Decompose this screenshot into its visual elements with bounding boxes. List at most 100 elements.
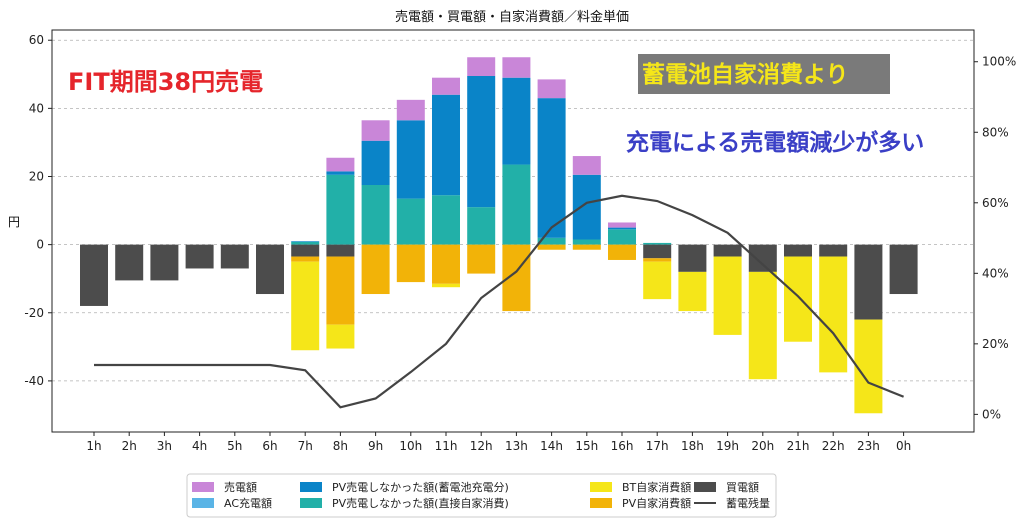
chart-title: 売電額・買電額・自家消費額／料金単価 <box>395 9 629 25</box>
legend: 売電額 AC充電額 PV売電しなかった額(蓄電池充電分) PV売電しなかった額(直接自… <box>186 473 777 518</box>
battery-line <box>94 194 905 409</box>
y2-tick-label: 0% <box>982 407 1001 421</box>
x-tick-label: 12h <box>470 439 493 453</box>
x-tick-label: 6h <box>262 439 277 453</box>
bar-6-19h <box>713 256 742 335</box>
x-tick-label: 8h <box>333 439 348 453</box>
x-tick-label: 13h <box>505 439 528 453</box>
x-tick-label: 7h <box>298 439 313 453</box>
bar-4-20h <box>748 244 777 272</box>
bar-4-6h <box>256 244 284 295</box>
bar-4-17h <box>643 244 672 259</box>
bar-4-18h <box>678 244 707 272</box>
bar-5-16h <box>608 244 636 260</box>
bar-0-8h <box>326 174 355 245</box>
x-tick-label: 16h <box>611 439 634 453</box>
bar-6-21h <box>784 256 812 342</box>
bar-1-8h <box>326 171 355 175</box>
bar-3-11h <box>432 77 460 95</box>
y2-tick-label: 40% <box>982 266 1009 280</box>
legend-frame <box>186 473 777 518</box>
annotation-fit: FIT期間38円売電 <box>68 68 263 96</box>
annotation-battery: 蓄電池自家消費より <box>642 61 849 88</box>
legend-swatch <box>300 482 322 492</box>
bar-4-5h <box>220 244 249 269</box>
legend-swatch <box>192 482 214 492</box>
bar-5-15h <box>572 244 601 250</box>
x-tick-label: 17h <box>646 439 669 453</box>
y2-tick-label: 20% <box>982 337 1009 351</box>
y2-tick-label: 100% <box>982 55 1016 69</box>
annotation-charge: 充電による売電額減少が多い <box>626 129 924 156</box>
bar-5-7h <box>291 256 320 262</box>
legend-swatch <box>590 498 612 508</box>
bar-0-15h <box>572 239 601 245</box>
legend-swatch <box>590 482 612 492</box>
bar-1-11h <box>432 94 460 196</box>
bar-5-8h <box>326 256 355 325</box>
bar-5-9h <box>361 244 390 295</box>
bar-5-12h <box>467 244 496 274</box>
x-tick-label: 9h <box>368 439 383 453</box>
bar-4-0h <box>889 244 918 295</box>
y-tick-label: 20 <box>29 169 44 183</box>
y-tick-label: 40 <box>29 101 44 115</box>
bar-5-14h <box>537 244 566 250</box>
x-axis: 1h 2h 3h 4h 5h 6h 7h 8h 9h 10h 11h 12h 13h 14h 15h 16h 1… <box>86 432 911 453</box>
battery-level-line <box>94 194 905 409</box>
bar-6-23h <box>854 319 883 414</box>
bar-4-23h <box>854 244 883 320</box>
x-tick-label: 14h <box>540 439 563 453</box>
x-tick-label: 19h <box>716 439 739 453</box>
bar-6-17h <box>643 261 672 300</box>
y2-tick-label: 80% <box>982 125 1009 139</box>
annotation-box <box>638 54 890 94</box>
x-tick-label: 23h <box>857 439 880 453</box>
legend-label: AC充電額 <box>224 496 272 510</box>
legend-label: 買電額 <box>726 481 759 494</box>
bar-0-11h <box>432 195 460 245</box>
legend-swatch <box>192 498 214 508</box>
x-tick-label: 22h <box>822 439 845 453</box>
legend-swatch <box>694 482 716 492</box>
bar-0-13h <box>502 164 531 245</box>
bar-4-1h <box>80 244 108 306</box>
legend-swatch <box>300 498 322 508</box>
bar-3-10h <box>396 99 425 121</box>
y-tick-label: -20 <box>24 306 44 320</box>
y-axis-right: 100% 80% 60% 40% 20% 0% <box>974 55 1016 421</box>
x-tick-label: 11h <box>435 439 458 453</box>
bar-4-4h <box>185 244 214 269</box>
bar-1-15h <box>572 174 601 240</box>
legend-label: 売電額 <box>224 481 257 494</box>
y2-tick-label: 60% <box>982 196 1009 210</box>
y-tick-label: 60 <box>29 33 44 47</box>
legend-label: BT自家消費額 <box>622 480 691 494</box>
y-tick-label: -40 <box>24 374 44 388</box>
bar-0-16h <box>608 229 636 245</box>
bar-4-21h <box>784 244 812 257</box>
bar-6-11h <box>432 283 460 288</box>
legend-label: PV売電しなかった額(直接自家消費) <box>332 496 509 510</box>
bars <box>80 57 918 414</box>
x-tick-label: 21h <box>787 439 810 453</box>
bar-5-17h <box>643 258 672 262</box>
bar-1-10h <box>396 120 425 199</box>
x-tick-label: 3h <box>157 439 172 453</box>
bar-3-14h <box>537 79 566 99</box>
bar-1-16h <box>608 227 636 230</box>
legend-label: PV売電しなかった額(蓄電池充電分) <box>332 480 509 494</box>
bar-4-8h <box>326 244 355 257</box>
x-tick-label: 18h <box>681 439 704 453</box>
bar-6-18h <box>678 271 707 312</box>
bar-3-8h <box>326 157 355 172</box>
bar-6-7h <box>291 261 320 351</box>
x-tick-label: 1h <box>86 439 101 453</box>
bar-4-7h <box>291 244 320 257</box>
bar-0-17h <box>643 242 672 245</box>
bar-1-13h <box>502 77 531 165</box>
bar-1-9h <box>361 140 390 186</box>
x-tick-label: 5h <box>227 439 242 453</box>
bar-0-14h <box>537 237 566 245</box>
bar-0-10h <box>396 198 425 245</box>
